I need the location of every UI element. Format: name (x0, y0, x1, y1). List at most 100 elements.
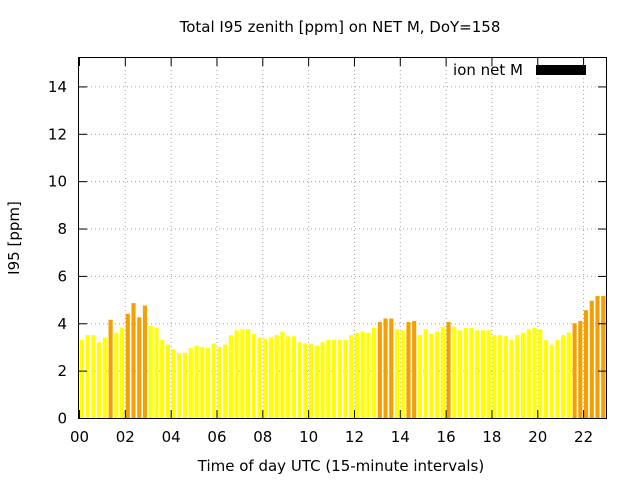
bar (555, 339, 560, 418)
bar (360, 331, 365, 418)
bar (475, 330, 480, 418)
bar (435, 331, 440, 418)
bar (492, 335, 497, 418)
bar (102, 337, 107, 418)
x-tick-label: 06 (207, 428, 226, 446)
bar (154, 328, 159, 418)
bar (257, 337, 262, 418)
bar (268, 337, 274, 418)
y-tick-label: 4 (57, 315, 67, 333)
x-tick-label: 20 (528, 428, 547, 446)
bar (188, 348, 193, 418)
bar (246, 329, 251, 418)
bar (251, 333, 256, 418)
x-tick-label: 08 (253, 428, 272, 446)
bar (400, 330, 405, 418)
bar (406, 322, 411, 418)
bar (79, 339, 85, 418)
bar (280, 331, 285, 418)
bar (165, 344, 170, 418)
bar (498, 335, 503, 418)
bar (131, 303, 136, 418)
y-tick-label: 10 (48, 173, 67, 191)
legend-label: ion net M (453, 61, 523, 79)
bar (452, 326, 457, 418)
bar (412, 320, 417, 418)
x-tick-label: 00 (70, 428, 89, 446)
x-tick-label: 02 (116, 428, 135, 446)
bar (463, 328, 468, 418)
bar (515, 335, 520, 418)
bar (583, 310, 589, 418)
bar (183, 352, 188, 418)
y-tick-label: 6 (57, 267, 67, 285)
plot-frame (78, 57, 607, 419)
bar (538, 329, 543, 418)
bar (303, 343, 308, 418)
bar (503, 336, 508, 418)
bar (457, 330, 463, 418)
bar (578, 320, 583, 418)
bar (309, 343, 314, 418)
bar (314, 345, 319, 418)
bar (194, 345, 199, 418)
bar (589, 300, 594, 418)
bar (561, 335, 566, 418)
x-tick-label: 16 (437, 428, 456, 446)
bar (320, 342, 325, 418)
legend: ion net M (453, 61, 586, 79)
bar (240, 329, 245, 418)
bar (137, 317, 142, 418)
x-tick-label: 14 (391, 428, 410, 446)
bar (171, 349, 176, 418)
bar (417, 335, 422, 418)
bar (291, 336, 296, 418)
bar (211, 343, 216, 418)
y-axis-title: I95 [ppm] (5, 201, 23, 275)
bar (549, 344, 554, 418)
bar (114, 332, 119, 418)
bar (394, 329, 400, 418)
x-axis-title: Time of day UTC (15-minute intervals) (197, 457, 484, 475)
bar (423, 329, 428, 418)
x-tick-label: 22 (574, 428, 593, 446)
bar (108, 319, 113, 418)
bar (337, 339, 342, 418)
bar (349, 335, 354, 418)
x-tick-label: 12 (345, 428, 364, 446)
bar (446, 322, 451, 418)
bar (234, 330, 239, 418)
bar (343, 339, 348, 418)
legend-swatch (536, 65, 586, 75)
bar (377, 322, 382, 418)
bar (389, 318, 394, 418)
bar (520, 332, 526, 418)
bar (217, 346, 222, 418)
bar (148, 325, 153, 418)
bars-layer (79, 296, 606, 418)
bar (509, 339, 514, 418)
grid-layer (79, 58, 606, 418)
bar (177, 352, 182, 418)
bar (274, 335, 279, 418)
bar (601, 296, 606, 418)
bar (297, 342, 302, 418)
bar (200, 346, 205, 418)
bar (223, 344, 228, 418)
bar (429, 333, 434, 418)
y-tick-label: 2 (57, 362, 67, 380)
bar (469, 328, 474, 418)
bar (286, 336, 291, 418)
y-tick-label: 8 (57, 220, 67, 238)
bar (480, 330, 486, 418)
chart-title: Total I95 zenith [ppm] on NET M, DoY=158 (179, 18, 501, 36)
x-tick-label: 18 (482, 428, 501, 446)
bar (97, 342, 102, 418)
bar (119, 328, 125, 418)
x-tick-label: 10 (299, 428, 318, 446)
y-tick-label: 0 (57, 410, 67, 428)
bar (440, 326, 445, 418)
bar (205, 348, 211, 418)
